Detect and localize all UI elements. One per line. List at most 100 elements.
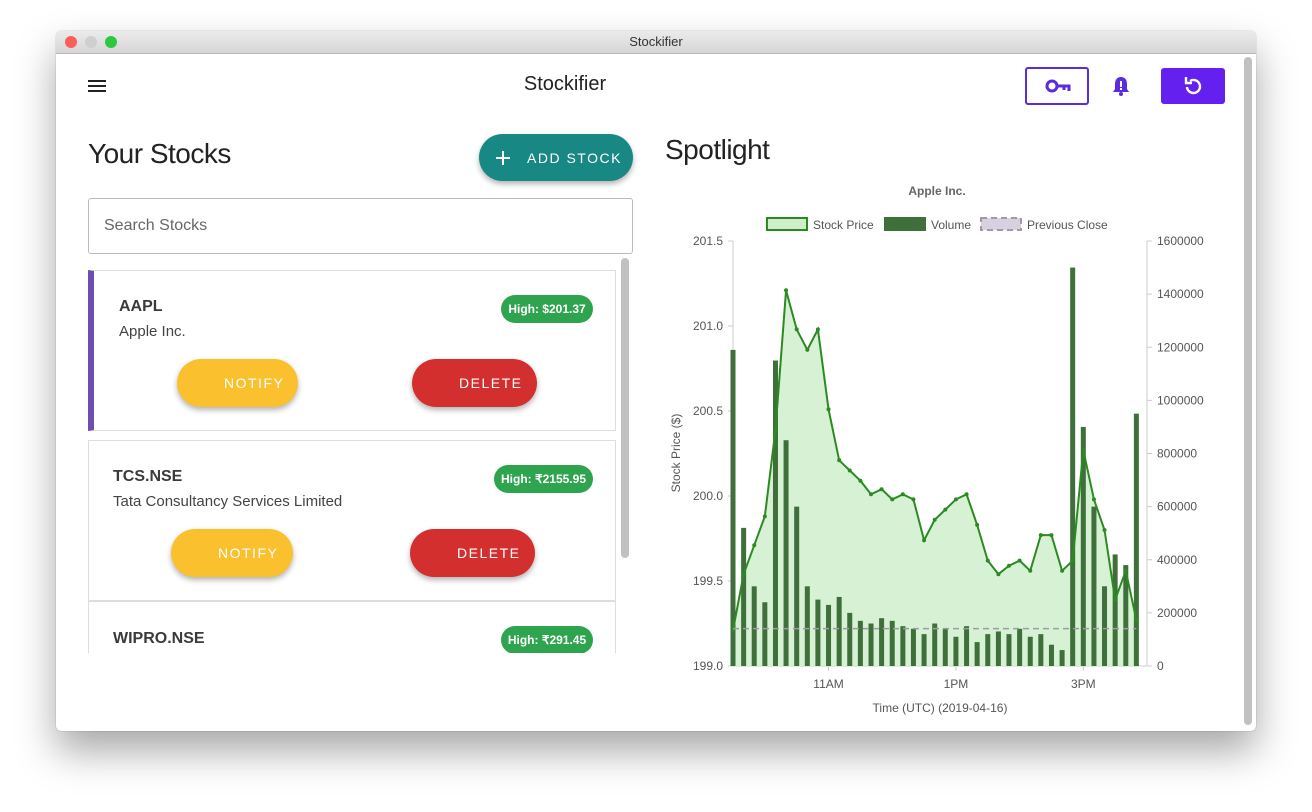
volume-bar <box>1112 554 1118 666</box>
price-point <box>1102 528 1107 532</box>
price-point <box>964 492 969 497</box>
x-tick-label: 1PM <box>944 677 969 691</box>
volume-bar <box>868 623 874 666</box>
y2-tick-label: 400000 <box>1157 553 1197 567</box>
stock-symbol: TCS.NSE <box>113 468 183 485</box>
price-point <box>858 478 863 483</box>
delete-button[interactable]: DELETE <box>412 359 537 407</box>
stock-symbol: AAPL <box>119 298 163 315</box>
legend-label: Stock Price <box>813 218 874 232</box>
price-point <box>762 514 767 519</box>
minimize-button[interactable] <box>85 36 97 48</box>
price-point <box>911 497 916 502</box>
price-point <box>1017 558 1022 563</box>
alert-button[interactable] <box>1111 75 1131 97</box>
add-stock-button[interactable]: ADD STOCK <box>479 134 633 181</box>
volume-bar <box>879 618 885 666</box>
price-point <box>752 543 757 548</box>
price-point <box>1134 618 1139 623</box>
volume-bar <box>910 628 916 666</box>
y-tick-label: 199.0 <box>693 659 723 673</box>
y2-tick-label: 0 <box>1157 659 1164 673</box>
page-scrollbar[interactable] <box>1244 57 1252 725</box>
price-area <box>733 290 1137 666</box>
menu-button[interactable] <box>88 79 108 95</box>
volume-bar <box>921 634 927 666</box>
volume-bar <box>964 626 970 666</box>
delete-label: DELETE <box>459 375 523 391</box>
high-chip: High: $201.37 <box>501 295 593 323</box>
volume-bar <box>900 626 906 666</box>
chart-title: Apple Inc. <box>908 184 965 198</box>
stock-list: AAPL Apple Inc. High: $201.37 NOTIFY DEL… <box>88 255 633 653</box>
close-button[interactable] <box>65 36 77 48</box>
price-point <box>922 538 927 543</box>
app-title: Stockifier <box>523 73 607 95</box>
y-tick-label: 200.5 <box>693 404 723 418</box>
volume-bar <box>1006 634 1012 666</box>
volume-bar <box>974 642 980 666</box>
y2-tick-label: 200000 <box>1157 606 1197 620</box>
title-bar: Stockifier <box>56 31 1256 54</box>
y-tick-label: 199.5 <box>693 574 723 588</box>
price-point <box>805 347 810 352</box>
price-point <box>1091 497 1096 502</box>
legend-label: Volume <box>931 218 971 232</box>
stock-card[interactable]: AAPL Apple Inc. High: $201.37 NOTIFY DEL… <box>88 270 616 431</box>
stock-card[interactable]: WIPRO.NSE High: ₹291.45 <box>88 601 616 653</box>
volume-bar <box>1048 644 1054 666</box>
volume-bar <box>847 612 853 666</box>
volume-bar <box>762 602 768 666</box>
price-point <box>879 487 884 492</box>
price-point <box>826 407 831 412</box>
price-point <box>975 522 980 527</box>
x-tick-label: 3PM <box>1071 677 1096 691</box>
y-tick-label: 200.0 <box>693 489 723 503</box>
volume-bar <box>730 349 736 666</box>
price-point <box>900 492 905 497</box>
stock-name: Apple Inc. <box>119 323 186 340</box>
x-tick-label: 11AM <box>813 677 843 691</box>
y-tick-label: 201.5 <box>693 234 723 248</box>
notify-label: NOTIFY <box>224 375 285 391</box>
refresh-button[interactable] <box>1161 68 1225 104</box>
price-point <box>1060 568 1065 573</box>
price-point <box>953 497 958 502</box>
delete-label: DELETE <box>457 545 521 561</box>
price-point <box>784 288 789 293</box>
zoom-button[interactable] <box>105 36 117 48</box>
price-point <box>943 507 948 512</box>
y2-tick-label: 600000 <box>1157 500 1197 514</box>
volume-bar <box>751 586 757 666</box>
y2-tick-label: 800000 <box>1157 447 1197 461</box>
y2-tick-label: 1400000 <box>1157 287 1204 301</box>
key-button[interactable] <box>1025 67 1089 105</box>
volume-bar <box>953 636 959 666</box>
notify-button[interactable]: NOTIFY <box>171 529 293 577</box>
notify-button[interactable]: NOTIFY <box>177 359 298 407</box>
high-chip: High: ₹2155.95 <box>494 465 593 493</box>
high-chip: High: ₹291.45 <box>501 626 593 653</box>
search-input[interactable]: Search Stocks <box>88 198 633 254</box>
price-point <box>773 427 778 432</box>
search-placeholder: Search Stocks <box>104 217 208 234</box>
volume-bar <box>1133 413 1139 666</box>
price-point <box>996 572 1001 577</box>
price-point <box>932 517 937 522</box>
panel-title: Your Stocks <box>88 138 231 169</box>
list-scrollbar[interactable] <box>621 258 629 558</box>
volume-bar <box>857 620 863 666</box>
chart: Apple Inc. Stock Price ($) Time (UTC) (2… <box>669 184 1204 715</box>
volume-bar <box>826 604 832 666</box>
volume-bar <box>985 634 991 666</box>
add-stock-label: ADD STOCK <box>527 150 622 166</box>
stock-card[interactable]: TCS.NSE Tata Consultancy Services Limite… <box>88 440 616 601</box>
legend-swatch <box>980 217 1022 231</box>
volume-bar <box>1017 628 1023 666</box>
volume-bar <box>1038 634 1044 666</box>
price-point <box>815 327 820 332</box>
delete-button[interactable]: DELETE <box>410 529 535 577</box>
volume-bar <box>1123 565 1129 666</box>
price-point <box>847 468 852 473</box>
